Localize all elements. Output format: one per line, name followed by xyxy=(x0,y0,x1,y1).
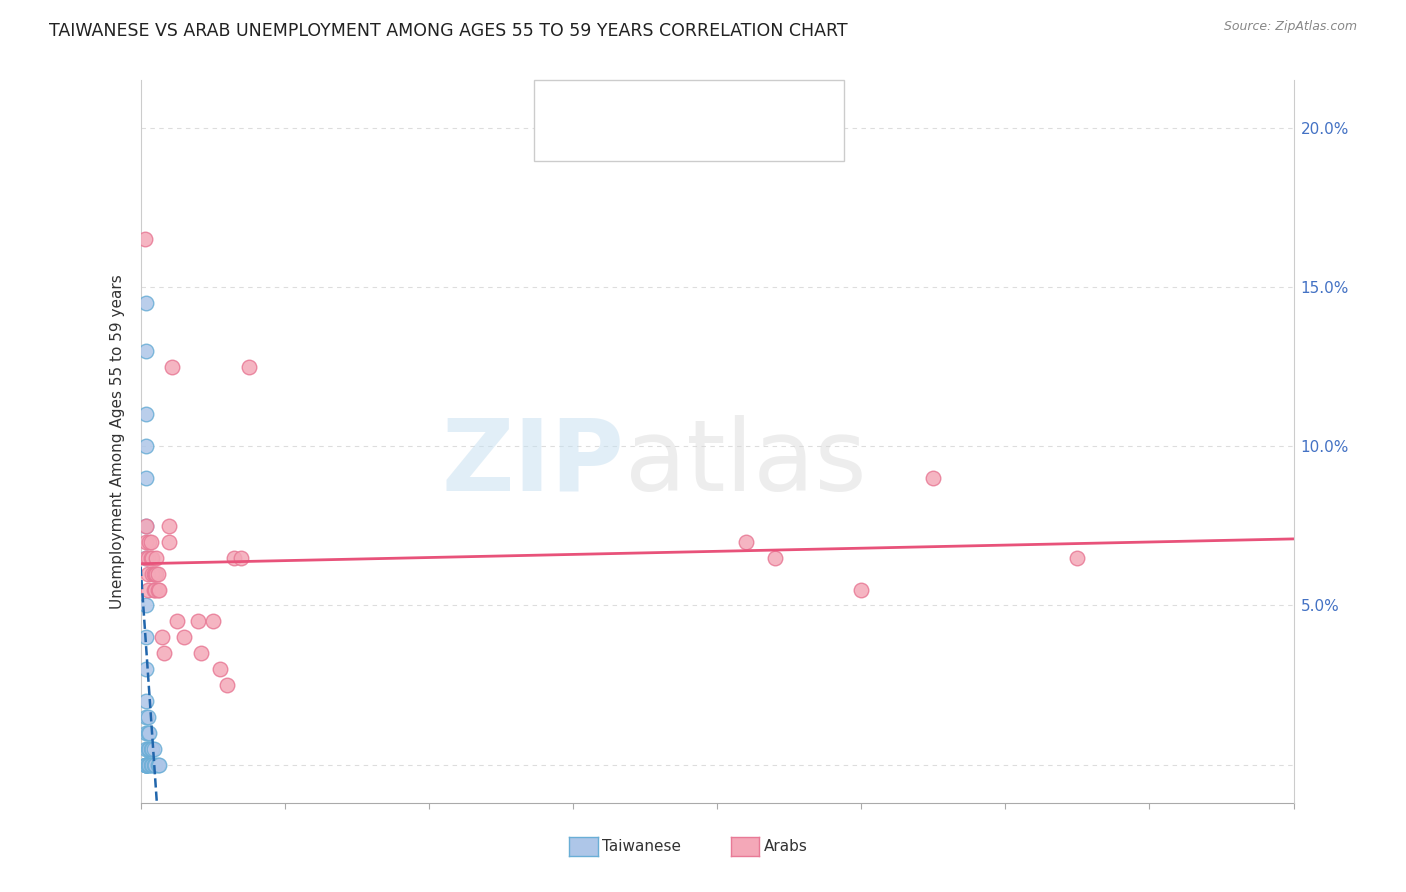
Point xyxy=(136,582,159,597)
Point xyxy=(141,550,163,565)
Text: atlas: atlas xyxy=(624,415,866,512)
Point xyxy=(136,710,159,724)
Point xyxy=(138,741,160,756)
Point xyxy=(141,757,163,772)
Point xyxy=(150,630,173,644)
Point xyxy=(142,757,165,772)
Point xyxy=(135,710,157,724)
Point xyxy=(849,582,872,597)
Point xyxy=(136,757,159,772)
Point xyxy=(135,741,157,756)
Text: 0.128: 0.128 xyxy=(619,94,666,109)
Text: R =: R = xyxy=(585,134,619,149)
Text: Arabs: Arabs xyxy=(763,839,807,854)
Point xyxy=(142,741,165,756)
Point xyxy=(136,566,159,581)
Point xyxy=(217,678,239,692)
Point xyxy=(135,757,157,772)
Point xyxy=(142,566,165,581)
Point xyxy=(143,566,166,581)
Point xyxy=(922,471,945,485)
Point xyxy=(135,550,157,565)
Point xyxy=(139,550,162,565)
Point xyxy=(135,519,157,533)
Point xyxy=(136,725,159,739)
Point xyxy=(238,359,260,374)
Point xyxy=(138,534,160,549)
Point xyxy=(146,582,169,597)
Point xyxy=(135,757,157,772)
Point xyxy=(224,550,246,565)
Point xyxy=(201,615,224,629)
Point xyxy=(152,646,174,660)
Text: R =: R = xyxy=(585,94,619,109)
Point xyxy=(135,757,157,772)
Point xyxy=(135,408,157,422)
Point xyxy=(159,534,180,549)
Point xyxy=(135,296,157,310)
Point xyxy=(135,630,157,644)
Point xyxy=(134,232,156,246)
Text: N =: N = xyxy=(682,94,716,109)
Point xyxy=(135,694,157,708)
Point xyxy=(187,615,209,629)
Point xyxy=(136,550,159,565)
Point xyxy=(135,725,157,739)
Point xyxy=(735,534,758,549)
Point xyxy=(148,757,170,772)
Point xyxy=(143,582,166,597)
Point xyxy=(145,550,167,565)
Point xyxy=(135,599,157,613)
Point xyxy=(135,439,157,453)
Point xyxy=(141,566,163,581)
Text: ZIP: ZIP xyxy=(441,415,624,512)
Point xyxy=(142,582,165,597)
Point xyxy=(162,359,184,374)
Point xyxy=(173,630,195,644)
Point xyxy=(146,566,169,581)
Y-axis label: Unemployment Among Ages 55 to 59 years: Unemployment Among Ages 55 to 59 years xyxy=(110,274,125,609)
Text: 42: 42 xyxy=(717,134,738,149)
Point xyxy=(190,646,212,660)
Point xyxy=(166,615,188,629)
Point xyxy=(138,757,160,772)
Text: Taiwanese: Taiwanese xyxy=(602,839,681,854)
Text: 37: 37 xyxy=(717,94,738,109)
Point xyxy=(138,725,160,739)
Point xyxy=(135,662,157,676)
Point xyxy=(135,519,157,533)
Point xyxy=(135,471,157,485)
Point xyxy=(135,343,157,358)
Point xyxy=(135,757,157,772)
Point xyxy=(135,534,157,549)
Point xyxy=(1066,550,1088,565)
Point xyxy=(139,757,162,772)
Point xyxy=(208,662,231,676)
Point xyxy=(139,534,162,549)
Point xyxy=(139,741,162,756)
Point xyxy=(763,550,786,565)
Point xyxy=(141,741,163,756)
Point xyxy=(135,757,157,772)
Text: Source: ZipAtlas.com: Source: ZipAtlas.com xyxy=(1223,20,1357,33)
Point xyxy=(136,741,159,756)
Point xyxy=(159,519,180,533)
Point xyxy=(145,566,167,581)
Point xyxy=(143,757,166,772)
Point xyxy=(146,757,169,772)
Text: 0.135: 0.135 xyxy=(619,134,666,149)
Text: N =: N = xyxy=(682,134,716,149)
Text: TAIWANESE VS ARAB UNEMPLOYMENT AMONG AGES 55 TO 59 YEARS CORRELATION CHART: TAIWANESE VS ARAB UNEMPLOYMENT AMONG AGE… xyxy=(49,22,848,40)
Point xyxy=(231,550,253,565)
Point xyxy=(135,757,157,772)
Point xyxy=(148,582,170,597)
Point xyxy=(136,757,159,772)
Point xyxy=(135,550,157,565)
